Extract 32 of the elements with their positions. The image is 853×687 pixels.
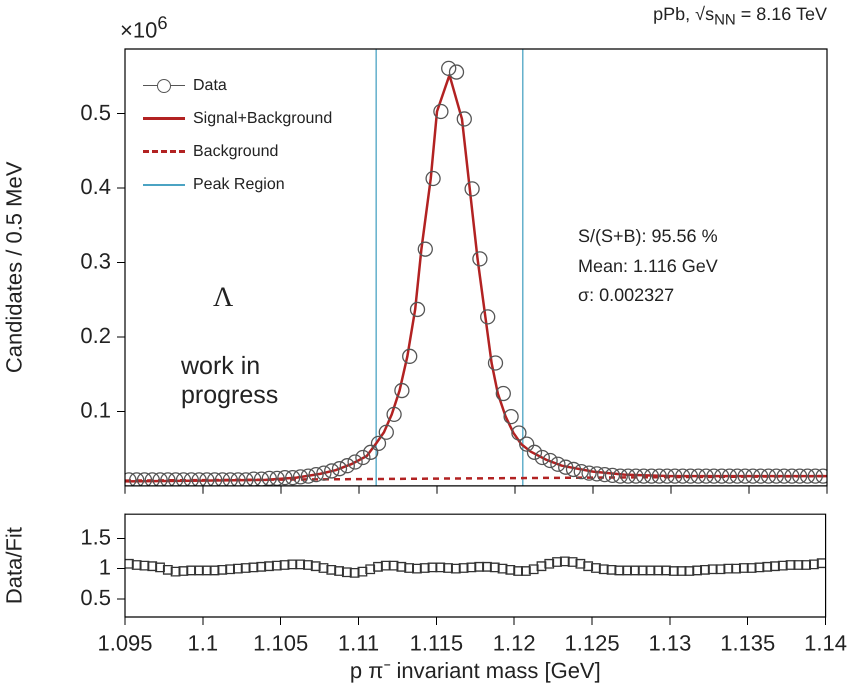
x-tick-label: 1.14 (804, 630, 848, 656)
legend-label: Data (193, 76, 227, 94)
chart-title: pPb, √s$_{NN}$ = 8.16 TeV (653, 4, 827, 29)
x-tick-label: 1.1 (188, 630, 218, 656)
x-axis-title: p π⁻ invariant mass [GeV] (350, 658, 601, 683)
x-tick-label: 1.135 (720, 630, 776, 656)
y-tick-label: 1 (98, 554, 111, 580)
y-axis-title: Candidates / 0.5 MeV (1, 161, 26, 374)
y-tick-label: 0.1 (80, 397, 111, 422)
x-tick-label: 1.13 (648, 630, 692, 656)
x-tick-label: 1.115 (410, 630, 464, 656)
annotation: σ: 0.002327 (578, 285, 674, 306)
annotation: Mean: 1.116 GeV (578, 256, 718, 277)
y-tick-label: 0.5 (80, 584, 111, 610)
legend-label: Peak Region (193, 176, 285, 194)
x-tick-label: 1.095 (97, 630, 153, 656)
x-tick-label: 1.105 (253, 630, 308, 656)
annotation: work in progress (181, 352, 280, 410)
text: ×10$^{6}$ (120, 12, 168, 43)
y-tick-label: 1.5 (80, 524, 111, 550)
legend-label: Signal+Background (193, 110, 332, 128)
y-axis-title: Data/Fit (1, 527, 26, 604)
legend-label: Background (193, 142, 278, 160)
y-tick-label: 0.3 (80, 248, 111, 274)
y-tick-label: 0.4 (80, 174, 111, 200)
x-tick-label: 1.11 (338, 630, 380, 656)
x-tick-label: 1.12 (492, 630, 536, 656)
y-tick-label: 0.5 (80, 100, 111, 125)
annotation: Λ (213, 282, 234, 314)
annotation: S/(S+B): 95.56 % (578, 226, 718, 247)
y-tick-label: 0.2 (80, 323, 111, 348)
x-tick-label: 1.125 (564, 630, 620, 656)
